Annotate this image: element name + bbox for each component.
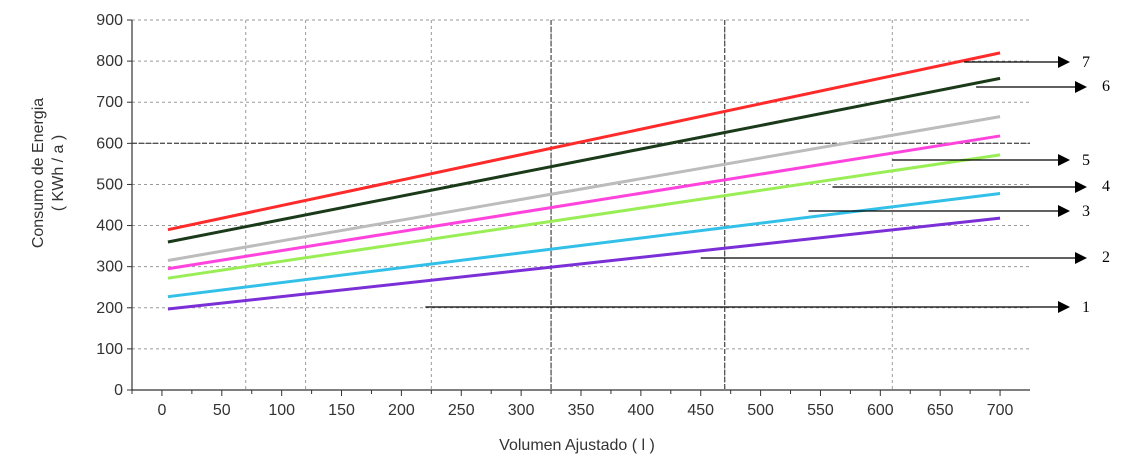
callout-label-6: 6 <box>1102 78 1110 95</box>
series-line-6 <box>167 76 1001 244</box>
y-tick-label: 900 <box>96 12 123 29</box>
y-tick-label: 600 <box>96 135 123 152</box>
series-line-3 <box>167 153 1001 280</box>
callout-label-3: 3 <box>1082 203 1090 220</box>
x-tick-label: 450 <box>687 402 714 419</box>
callout-arrow-1 <box>1058 301 1070 313</box>
x-tick-label: 200 <box>388 402 415 419</box>
x-tick-label: 550 <box>807 402 834 419</box>
x-axis-label: Volumen Ajustado ( l ) <box>499 437 655 454</box>
y-tick-label: 0 <box>114 382 123 399</box>
y-tick-label: 800 <box>96 53 123 70</box>
series-line-1 <box>167 216 1001 311</box>
y-axis-label-line1: Consumo de Energia <box>30 98 47 248</box>
x-tick-label: 50 <box>213 402 231 419</box>
series <box>167 51 1001 311</box>
x-tick-label: 300 <box>508 402 535 419</box>
callout-label-4: 4 <box>1102 178 1110 195</box>
callout-arrow-6 <box>1075 81 1087 93</box>
x-tick-label: 350 <box>568 402 595 419</box>
x-tick-label: 0 <box>157 402 166 419</box>
callout-label-5: 5 <box>1082 152 1090 169</box>
callout-arrow-5 <box>1058 154 1070 166</box>
x-tick-label: 100 <box>268 402 295 419</box>
callout-arrow-2 <box>1075 252 1087 264</box>
callout-label-1: 1 <box>1082 299 1090 316</box>
series-line-2 <box>167 192 1001 299</box>
axes: 0 100 200 300 400 500 600 700 800 900 0 50 100 150 200… <box>96 12 1030 419</box>
series-line-5 <box>167 115 1001 262</box>
x-tick-label: 500 <box>747 402 774 419</box>
callout-label-2: 2 <box>1102 249 1110 266</box>
callouts: 1 2 345 67 <box>425 54 1110 316</box>
callout-arrow-7 <box>1058 56 1070 68</box>
x-tick-label: 700 <box>987 402 1014 419</box>
y-axis-label-line2: ( KWh / a ) <box>50 135 67 211</box>
y-tick-label: 700 <box>96 94 123 111</box>
callout-arrow-4 <box>1075 181 1087 193</box>
y-tick-label: 200 <box>96 300 123 317</box>
x-tick-label: 150 <box>328 402 355 419</box>
x-tick-label: 400 <box>628 402 655 419</box>
y-tick-label: 300 <box>96 259 123 276</box>
x-tick-label: 600 <box>867 402 894 419</box>
series-line-7 <box>167 51 1001 232</box>
callout-label-7: 7 <box>1082 54 1090 71</box>
y-tick-label: 100 <box>96 341 123 358</box>
y-tick-label: 500 <box>96 176 123 193</box>
y-tick-label: 400 <box>96 218 123 235</box>
x-tick-label: 250 <box>448 402 475 419</box>
x-tick-label: 650 <box>927 402 954 419</box>
series-line-4 <box>167 134 1001 271</box>
callout-arrow-3 <box>1058 205 1070 217</box>
